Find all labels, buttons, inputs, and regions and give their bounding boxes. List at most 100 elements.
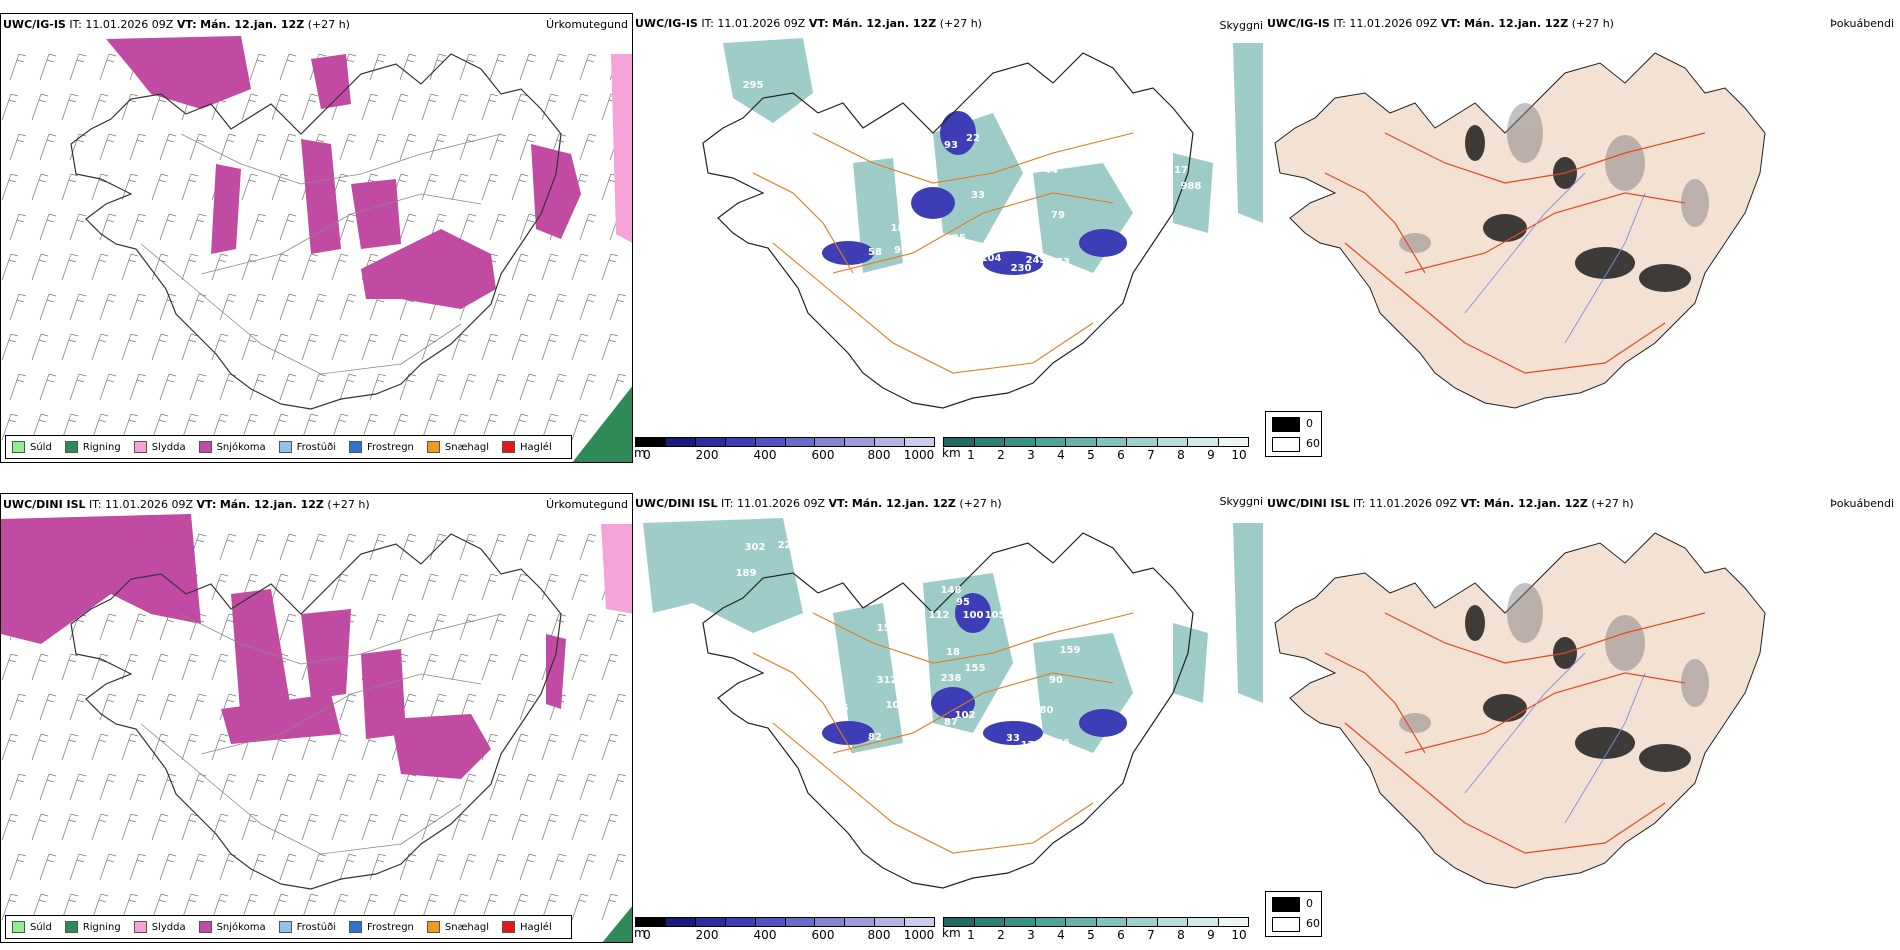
wind-barb [331, 813, 349, 841]
roads [1324, 132, 1706, 374]
wind-barb [571, 93, 589, 121]
wind-barb [241, 253, 259, 281]
wind-barb [459, 853, 477, 881]
wind-barb [549, 293, 567, 321]
wind-barb [459, 133, 477, 161]
wind-barb [1, 173, 19, 201]
wind-barb [339, 133, 357, 161]
colorbar-tick: 400 [753, 928, 777, 942]
wind-barb [331, 253, 349, 281]
wind-barb [541, 333, 559, 361]
rivers [1464, 172, 1646, 344]
model-name: UWC/DINI ISL [3, 498, 86, 511]
wind-barb [39, 53, 57, 81]
wind-barb [279, 53, 297, 81]
wind-barb [69, 373, 87, 401]
wind-barb [181, 173, 199, 201]
wind-barb [39, 293, 57, 321]
legend-item: Snæhagl [426, 441, 489, 453]
panel-title: Skyggni [1219, 495, 1263, 508]
visibility-colorbar: 1 2 3 4 5 6 7 8 9 10 km [942, 917, 1249, 942]
wind-barb [339, 373, 357, 401]
wind-barb [249, 53, 267, 81]
wind-barb [301, 813, 319, 841]
lead-time: (+27 h) [959, 497, 1002, 510]
colorbar-cell [1157, 918, 1188, 926]
wind-barb [421, 813, 439, 841]
fog-panel: UWC/IG-IS IT: 11.01.2026 09Z VT: Mán. 12… [1265, 13, 1900, 463]
lead-time: (+27 h) [307, 18, 350, 31]
wind-barb [511, 733, 529, 761]
model-name: UWC/DINI ISL [635, 497, 718, 510]
wind-barb [69, 853, 87, 881]
wind-barb [339, 773, 357, 801]
wind-barb [99, 133, 117, 161]
fog-legend-label-60: 60 [1306, 917, 1320, 930]
wind-barb [421, 333, 439, 361]
legend-item: Snæhagl [426, 921, 489, 933]
vt-value: Mán. 12.jan. 12Z [219, 498, 324, 511]
colorbar-tick: 10 [1231, 448, 1247, 462]
colorbar-cell [1066, 438, 1097, 446]
wind-barb [489, 373, 507, 401]
wind-barb [99, 853, 117, 881]
wind-barb [511, 573, 529, 601]
wind-barb [219, 693, 237, 721]
wind-barb [481, 173, 499, 201]
wind-barb [571, 653, 589, 681]
cloudbase-label: 33 [1006, 733, 1020, 744]
wind-barb [489, 533, 507, 561]
wind-barb [301, 573, 319, 601]
wind-barb [271, 93, 289, 121]
cloudbase-label: 22 [966, 133, 980, 144]
wind-barb [211, 573, 229, 601]
wind-barb [279, 533, 297, 561]
colorbar-tick: 6 [1117, 928, 1125, 942]
wind-barb [361, 813, 379, 841]
panel-header: UWC/DINI ISL IT: 11.01.2026 09Z VT: Mán.… [1267, 497, 1634, 510]
legend-item: Haglél [502, 921, 552, 933]
colorbar-tick: 7 [1147, 448, 1155, 462]
wind-barb [151, 733, 169, 761]
colorbar-cell [905, 918, 935, 926]
wind-barb [609, 293, 627, 321]
wind-barb [249, 853, 267, 881]
colorbar-tick: 9 [1207, 928, 1215, 942]
colorbar-cell [665, 438, 696, 446]
wind-barb [429, 853, 447, 881]
model-name: UWC/DINI ISL [1267, 497, 1350, 510]
it-label: IT: [721, 497, 734, 510]
wind-barb [301, 93, 319, 121]
wind-barb [301, 253, 319, 281]
colorbar-cell [785, 438, 816, 446]
wind-barb [99, 773, 117, 801]
wind-barb [601, 333, 619, 361]
vt-value: Mán. 12.jan. 12Z [1483, 497, 1588, 510]
colorbar-tick: 2 [997, 448, 1005, 462]
wind-barb [151, 173, 169, 201]
colorbar-tick: 4 [1057, 928, 1065, 942]
cloudbase-label: 86 [1056, 738, 1070, 749]
legend-item: Haglél [502, 441, 552, 453]
wind-barb [189, 213, 207, 241]
wind-barb [421, 173, 439, 201]
colorbar-tick: 8 [1177, 448, 1185, 462]
it-label: IT: [1333, 17, 1346, 30]
legend-swatch [426, 921, 440, 933]
snow-areas [106, 36, 581, 309]
precip-type-panel: UWC/DINI ISL IT: 11.01.2026 09Z VT: Mán.… [0, 493, 633, 943]
wind-barb [9, 693, 27, 721]
legend-swatch [198, 441, 212, 453]
it-value: 11.01.2026 09Z [85, 18, 174, 31]
wind-barb [99, 373, 117, 401]
wind-barb [571, 413, 589, 441]
colorbar-cell [1127, 438, 1158, 446]
wind-barb [451, 573, 469, 601]
wind-barb [279, 853, 297, 881]
cloud-panel: UWC/DINI ISL IT: 11.01.2026 09Z VT: Mán.… [633, 493, 1265, 943]
colorbar-cell [1218, 918, 1248, 926]
wind-barb [249, 293, 267, 321]
wind-barb [459, 773, 477, 801]
legend-label: Rigning [82, 441, 121, 453]
wind-barb [421, 573, 439, 601]
